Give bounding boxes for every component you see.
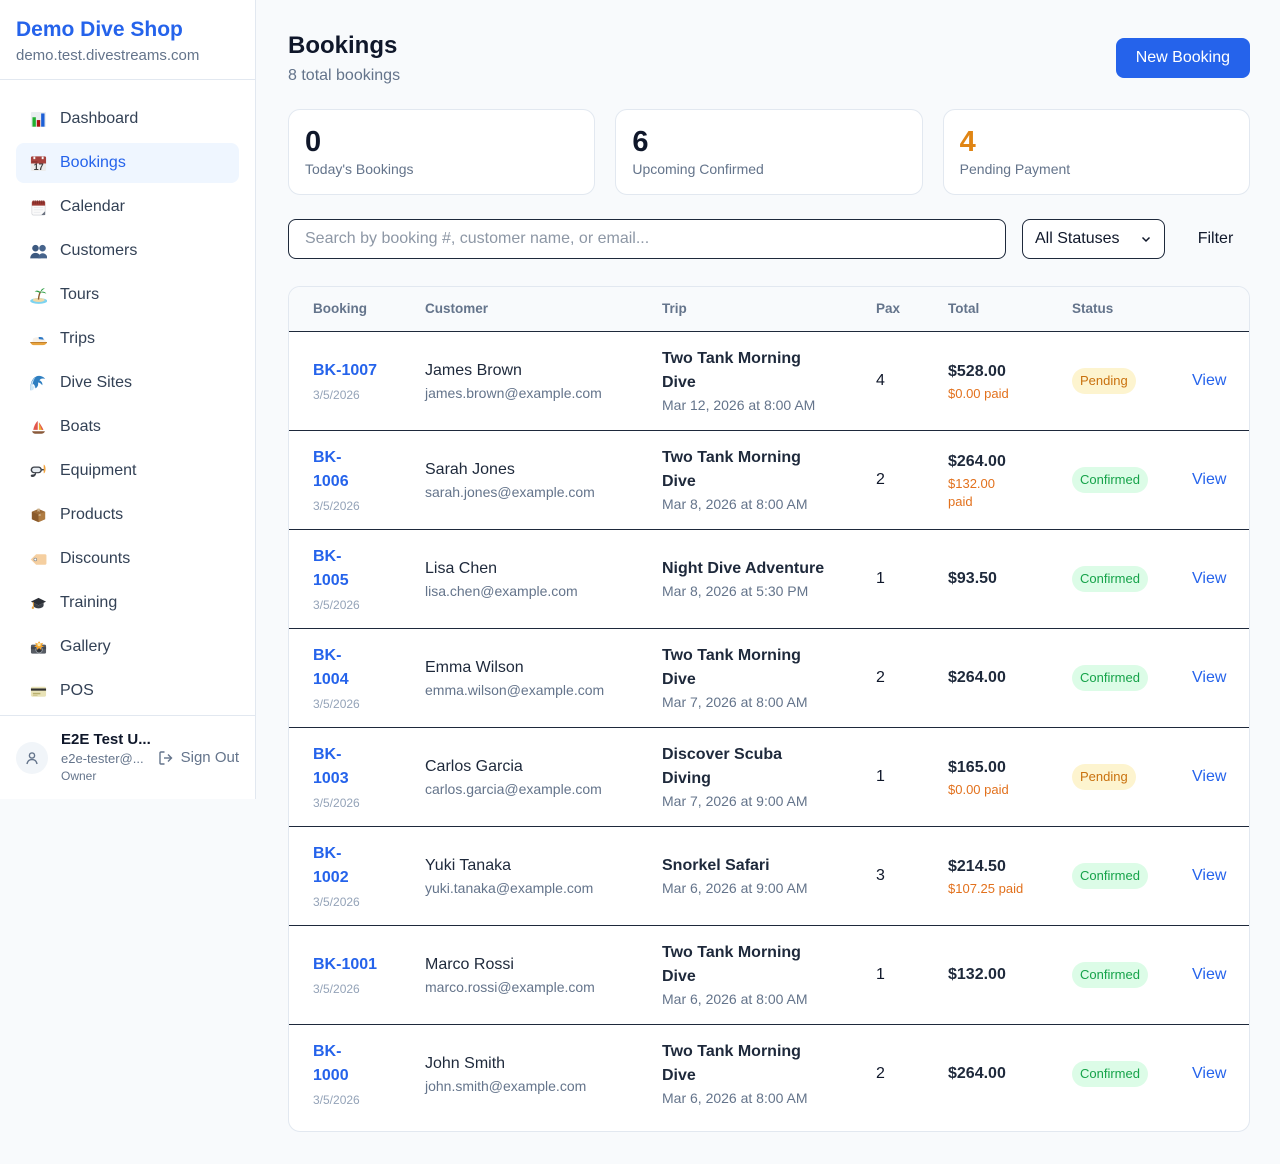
svg-text:17: 17 [34,162,44,172]
